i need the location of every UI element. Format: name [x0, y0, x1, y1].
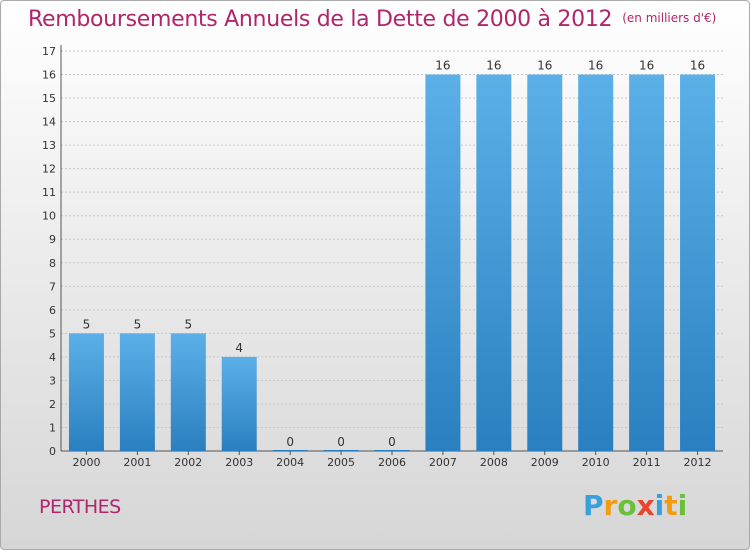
data-label-2012: 16 [690, 59, 705, 73]
bar-2008 [476, 74, 512, 451]
bar-2004 [272, 450, 308, 451]
y-tick-label: 12 [42, 163, 56, 176]
data-label-2002: 5 [184, 317, 192, 331]
y-tick-label: 15 [42, 92, 56, 105]
y-tick-label: 8 [49, 257, 56, 270]
data-label-2003: 4 [235, 341, 243, 355]
bar-2005 [323, 450, 359, 451]
y-tick-label: 6 [49, 304, 56, 317]
y-tick-label: 7 [49, 280, 56, 293]
x-tick-label: 2009 [531, 456, 559, 469]
data-label-2007: 16 [435, 59, 450, 73]
commune-name: PERTHES [39, 496, 121, 518]
y-tick-label: 14 [42, 116, 56, 129]
y-tick-label: 16 [42, 69, 56, 82]
data-label-2010: 16 [588, 59, 603, 73]
y-tick-label: 1 [49, 421, 56, 434]
x-tick-label: 2002 [174, 456, 202, 469]
bar-2002 [170, 333, 206, 451]
data-label-2005: 0 [337, 435, 345, 449]
y-tick-label: 5 [49, 327, 56, 340]
data-label-2000: 5 [83, 317, 91, 331]
bar-2010 [578, 74, 614, 451]
x-tick-label: 2011 [633, 456, 661, 469]
proxiti-logo: Proxiti [583, 489, 688, 522]
chart-title: Remboursements Annuels de la Dette de 20… [28, 7, 716, 32]
y-tick-label: 2 [49, 398, 56, 411]
chart-unit: (en milliers d'€) [622, 11, 717, 25]
y-tick-label: 10 [42, 210, 56, 223]
x-tick-label: 2005 [327, 456, 355, 469]
x-tick-label: 2004 [276, 456, 304, 469]
y-tick-label: 4 [49, 351, 56, 364]
bar-2009 [527, 74, 563, 451]
y-tick-label: 17 [42, 45, 56, 58]
bar-2012 [680, 74, 716, 451]
data-label-2009: 16 [537, 59, 552, 73]
y-tick-label: 11 [42, 186, 56, 199]
x-tick-label: 2006 [378, 456, 406, 469]
x-tick-label: 2001 [123, 456, 151, 469]
data-label-2006: 0 [388, 435, 396, 449]
x-tick-label: 2008 [480, 456, 508, 469]
x-tick-label: 2010 [582, 456, 610, 469]
x-tick-label: 2012 [684, 456, 712, 469]
y-tick-label: 9 [49, 233, 56, 246]
grid-lines [61, 50, 723, 452]
bars [68, 74, 716, 451]
x-tick-label: 2000 [72, 456, 100, 469]
bar-2001 [119, 333, 155, 451]
x-tick-label: 2003 [225, 456, 253, 469]
chart-title-text: Remboursements Annuels de la Dette de 20… [28, 7, 613, 32]
bar-2003 [221, 356, 257, 451]
data-label-2011: 16 [639, 59, 654, 73]
bar-2007 [425, 74, 461, 451]
data-label-2008: 16 [486, 59, 501, 73]
bar-2006 [374, 450, 410, 451]
y-tick-label: 0 [49, 445, 56, 458]
bar-2000 [68, 333, 104, 451]
y-tick-label: 13 [42, 139, 56, 152]
bar-2011 [629, 74, 665, 451]
y-tick-label: 3 [49, 374, 56, 387]
labels: 2000 5 2001 5 2002 5 2003 4 2004 0 2005 0 2006 0 2007 1… [72, 59, 711, 469]
data-label-2004: 0 [286, 435, 294, 449]
data-label-2001: 5 [134, 317, 142, 331]
x-tick-label: 2007 [429, 456, 457, 469]
